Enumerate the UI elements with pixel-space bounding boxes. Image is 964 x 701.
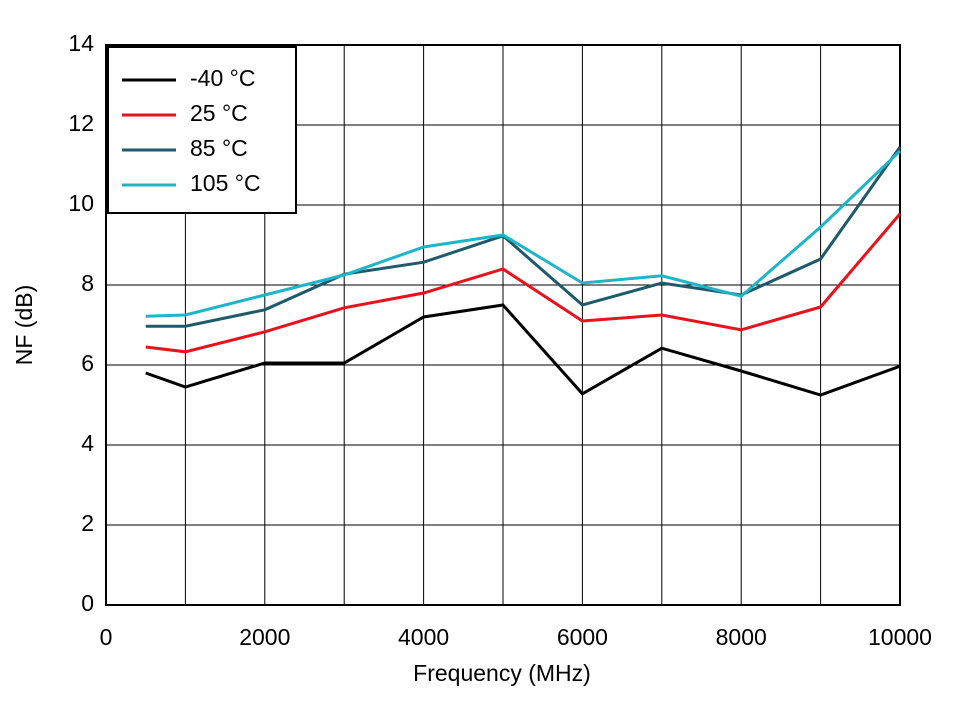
x-tick-label: 10000 bbox=[868, 624, 932, 650]
y-tick-label: 4 bbox=[81, 430, 94, 456]
y-tick-label: 2 bbox=[81, 510, 94, 536]
x-tick-label: 4000 bbox=[398, 624, 449, 650]
y-tick-label: 8 bbox=[81, 270, 94, 296]
legend-label: 105 °C bbox=[190, 170, 261, 196]
y-tick-label: 12 bbox=[68, 110, 94, 136]
legend-label: -40 °C bbox=[190, 65, 255, 91]
series-line bbox=[145, 303, 901, 397]
x-tick-label: 2000 bbox=[239, 624, 290, 650]
series-line bbox=[145, 149, 902, 318]
x-tick-label: 0 bbox=[100, 624, 113, 650]
y-tick-label: 6 bbox=[81, 350, 94, 376]
x-tick-label: 6000 bbox=[557, 624, 608, 650]
y-tick-label: 14 bbox=[68, 30, 94, 56]
legend-label: 85 °C bbox=[190, 135, 248, 161]
plot-frame bbox=[105, 44, 901, 606]
series-line bbox=[145, 212, 902, 354]
x-axis-label: Frequency (MHz) bbox=[413, 660, 591, 686]
y-tick-label: 10 bbox=[68, 190, 94, 216]
legend: -40 °C 25 °C 85 °C 105 °C bbox=[107, 46, 297, 214]
legend-label: 25 °C bbox=[190, 100, 248, 126]
x-tick-label: 8000 bbox=[716, 624, 767, 650]
y-axis-label: NF (dB) bbox=[11, 285, 37, 366]
y-tick-label: 0 bbox=[81, 590, 94, 616]
